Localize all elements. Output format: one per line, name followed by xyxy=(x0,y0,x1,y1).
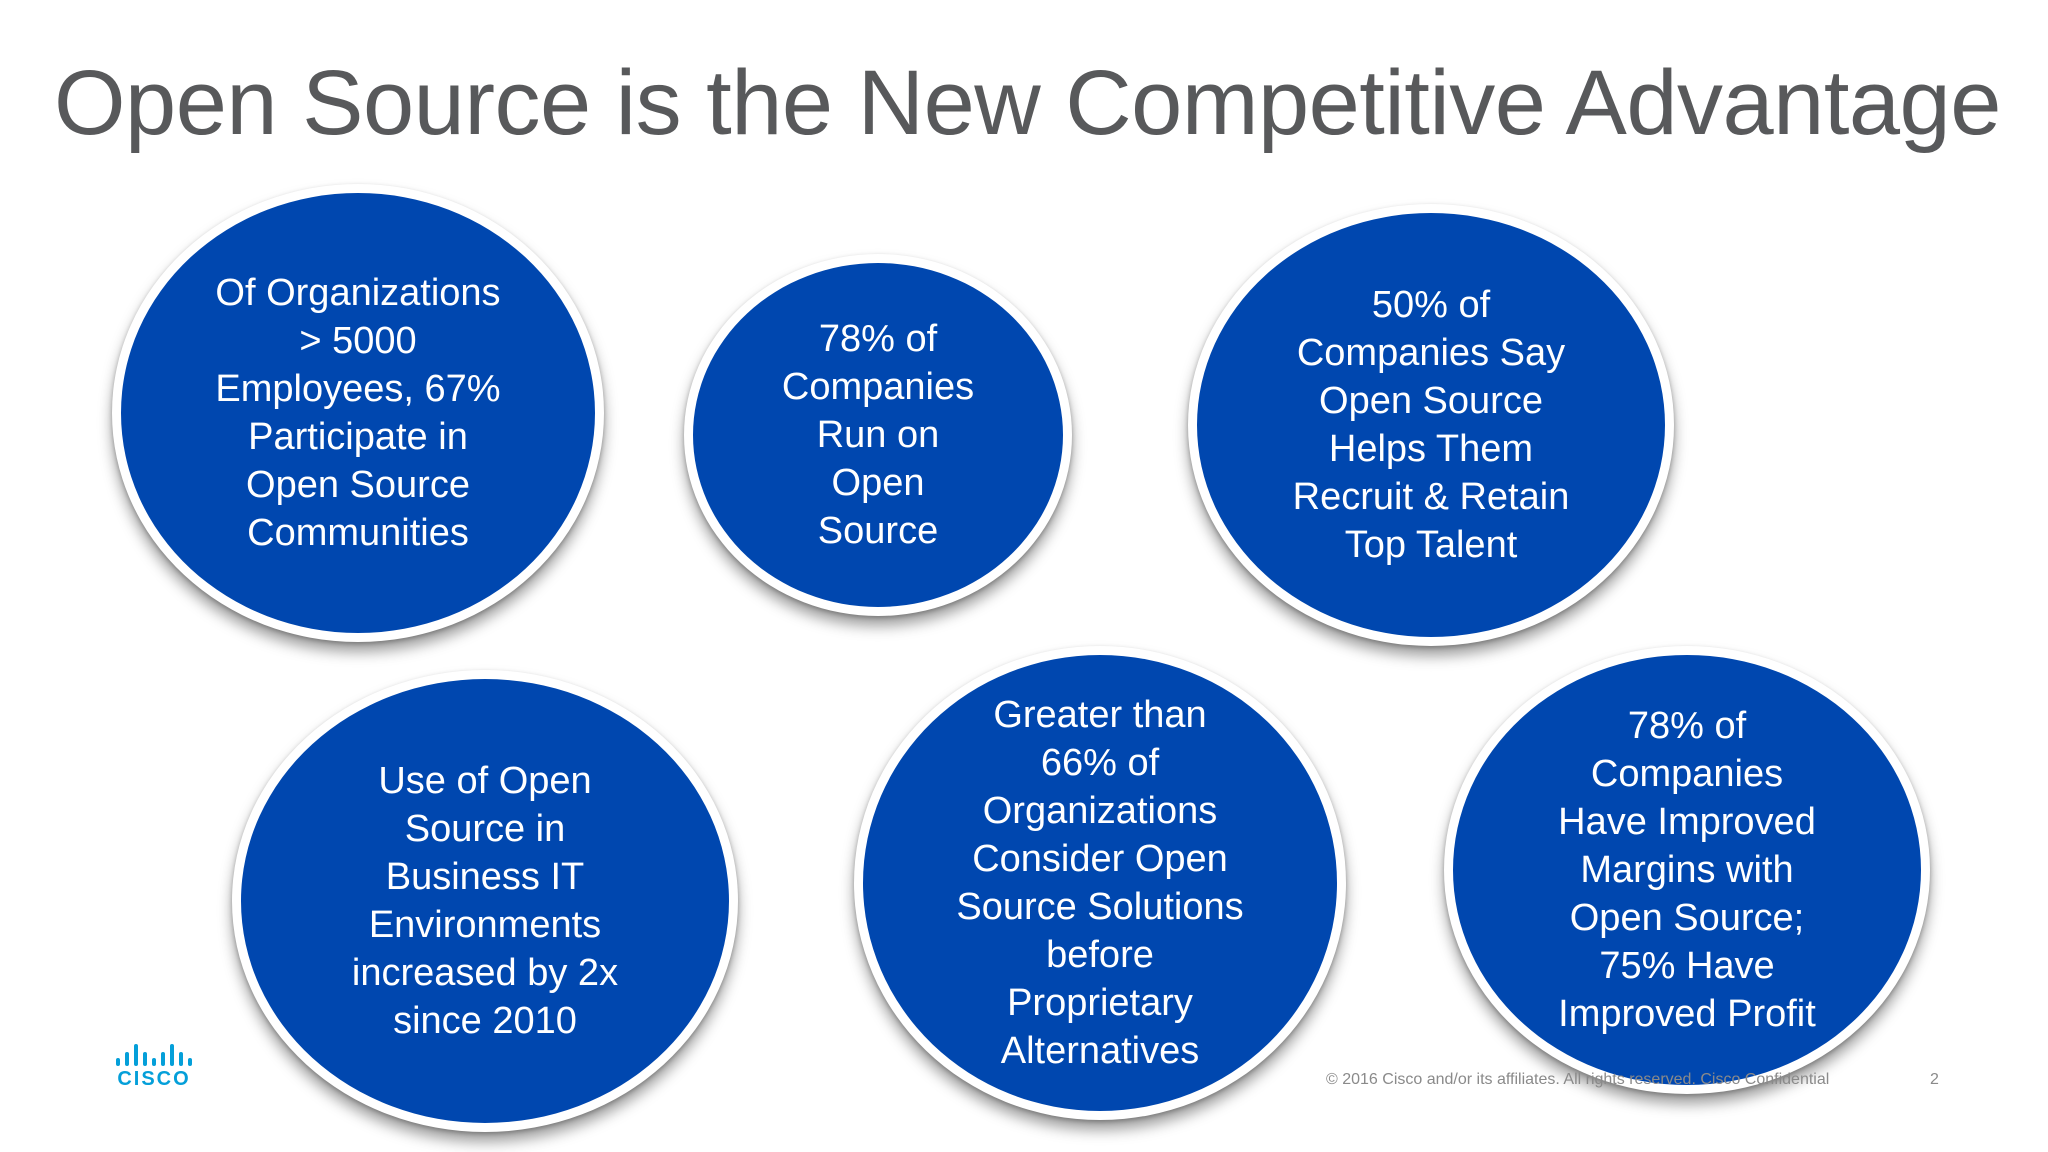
cisco-logo-bars-icon xyxy=(112,1044,196,1066)
stat-bubble-text: 78% of Companies Have Improved Margins w… xyxy=(1558,705,1816,1035)
cisco-logo-wordmark: CISCO xyxy=(117,1068,191,1090)
stat-bubble-improved-margins-profit: 78% of Companies Have Improved Margins w… xyxy=(1444,646,1930,1094)
stat-bubble-consider-open-source-first: Greater than 66% of Organizations Consid… xyxy=(854,646,1346,1120)
stat-bubble-organizations-participate: Of Organizations > 5000 Employees, 67% P… xyxy=(112,184,604,642)
slide-title: Open Source is the New Competitive Advan… xyxy=(54,52,2001,154)
stat-bubble-text: 78% of Companies Run on Open Source xyxy=(781,318,975,552)
stat-bubble-text: Use of Open Source in Business IT Enviro… xyxy=(351,760,619,1042)
stat-bubble-text: Greater than 66% of Organizations Consid… xyxy=(956,694,1244,1072)
stat-bubble-business-it-usage: Use of Open Source in Business IT Enviro… xyxy=(232,670,738,1132)
stat-bubble-recruit-retain-talent: 50% of Companies Say Open Source Helps T… xyxy=(1188,204,1674,646)
stat-bubble-companies-run-on-open-source: 78% of Companies Run on Open Source xyxy=(684,254,1072,616)
stat-bubble-text: 50% of Companies Say Open Source Helps T… xyxy=(1292,284,1570,566)
footer-copyright: © 2016 Cisco and/or its affiliates. All … xyxy=(1326,1071,1830,1088)
stat-bubble-text: Of Organizations > 5000 Employees, 67% P… xyxy=(215,272,501,554)
cisco-logo: CISCO xyxy=(112,1044,196,1092)
page-number: 2 xyxy=(1930,1071,1939,1088)
